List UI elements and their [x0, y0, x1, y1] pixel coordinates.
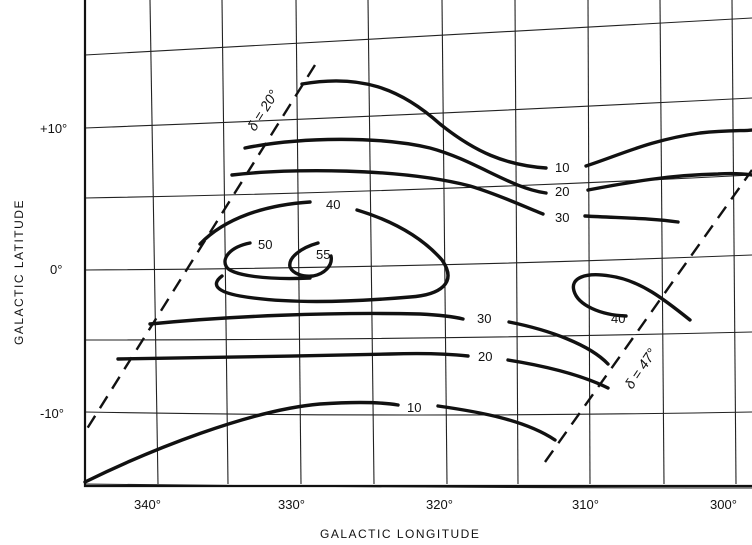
- x-tick-label: 330°: [278, 497, 305, 512]
- contour-40-upper: [214, 208, 450, 304]
- x-tick-label: 340°: [134, 497, 161, 512]
- x-tick-label: 320°: [426, 497, 453, 512]
- contour-label: 30: [477, 311, 491, 326]
- y-tick-label: -10°: [40, 406, 64, 421]
- plot-frame: [83, 0, 752, 488]
- declination-47-label: δ = 47°: [621, 345, 660, 392]
- declination-47-line: [544, 169, 752, 463]
- x-axis-title: GALACTIC LONGITUDE: [320, 527, 480, 541]
- y-tick-label: +10°: [40, 121, 67, 136]
- contour-30-upper: [230, 168, 545, 216]
- contour-label: 50: [258, 237, 272, 252]
- contour-40-left: [198, 200, 312, 246]
- contour-labels: 10 20 30 40 50 55 40 30 20 10: [258, 160, 625, 415]
- contour-10-upper-right: [584, 128, 752, 168]
- contour-label: 20: [478, 349, 492, 364]
- contour-10-lower-right: [436, 404, 557, 442]
- coordinate-grid: [84, 0, 752, 489]
- y-tick-label: 0°: [50, 262, 62, 277]
- contour-30-lower: [148, 311, 465, 326]
- y-axis-title: GALACTIC LATITUDE: [12, 199, 26, 345]
- contour-label: 55: [316, 247, 330, 262]
- contour-label: 40: [326, 197, 340, 212]
- contour-label: 10: [555, 160, 569, 175]
- contour-30-upper-right: [583, 214, 680, 224]
- contour-55: [288, 241, 333, 278]
- declination-20-line: [83, 64, 317, 433]
- contour-20-upper: [243, 137, 548, 195]
- contour-label: 10: [407, 400, 421, 415]
- contour-label: 40: [611, 311, 625, 326]
- contour-label: 20: [555, 184, 569, 199]
- contour-20-upper-right: [586, 171, 752, 192]
- x-tick-label: 300°: [710, 497, 737, 512]
- contour-50: [223, 241, 312, 281]
- contour-10-lower: [83, 400, 400, 484]
- x-tick-label: 310°: [572, 497, 599, 512]
- contour-40-right: [571, 273, 692, 322]
- contour-10-upper: [300, 79, 548, 170]
- contour-label: 30: [555, 210, 569, 225]
- contour-20-lower: [116, 351, 470, 361]
- contour-20-lower-right: [506, 358, 610, 390]
- contour-lines: [83, 79, 752, 484]
- contour-30-lower-right: [507, 320, 610, 366]
